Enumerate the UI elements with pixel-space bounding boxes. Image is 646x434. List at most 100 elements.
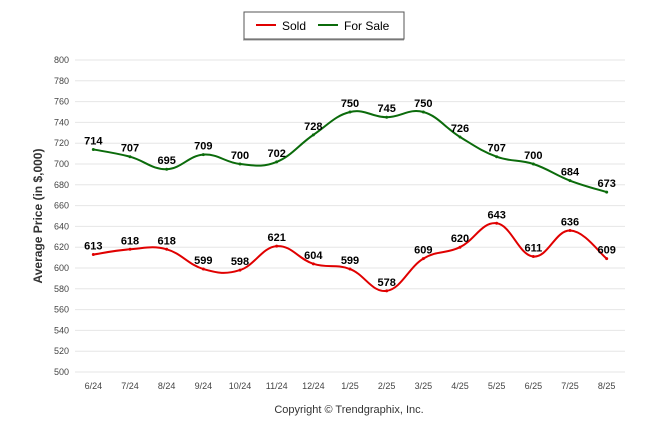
- data-point-sold: [421, 257, 425, 261]
- data-point-sold: [385, 289, 389, 293]
- x-tick-label: 11/24: [266, 381, 288, 391]
- x-tick-label: 7/24: [121, 381, 139, 391]
- data-label-for-sale: 702: [267, 148, 285, 160]
- y-tick-label: 600: [54, 263, 69, 273]
- data-label-sold: 609: [597, 245, 615, 257]
- data-label-sold: 599: [341, 255, 359, 267]
- data-label-sold: 613: [84, 240, 102, 252]
- data-label-for-sale: 707: [121, 143, 139, 155]
- x-tick-label: 9/24: [195, 381, 213, 391]
- data-point-for-sale: [128, 155, 132, 159]
- data-label-for-sale: 750: [414, 98, 432, 110]
- data-label-sold: 599: [194, 255, 212, 267]
- y-tick-label: 760: [54, 97, 69, 107]
- x-tick-label: 8/24: [158, 381, 176, 391]
- data-label-sold: 643: [487, 209, 505, 221]
- data-label-sold: 609: [414, 245, 432, 257]
- legend[interactable]: Sold For Sale: [243, 11, 405, 41]
- x-tick-label: 2/25: [378, 381, 396, 391]
- data-label-sold: 618: [157, 235, 175, 247]
- y-tick-label: 580: [54, 284, 69, 294]
- data-label-sold: 636: [561, 217, 579, 229]
- data-point-for-sale: [238, 162, 242, 166]
- legend-label-for-sale: For Sale: [344, 19, 390, 33]
- data-point-for-sale: [458, 135, 462, 139]
- y-tick-label: 720: [54, 138, 69, 148]
- y-tick-label: 500: [54, 367, 69, 377]
- data-point-for-sale: [495, 155, 499, 159]
- legend-item-sold[interactable]: Sold: [256, 19, 306, 33]
- x-tick-label: 5/25: [488, 381, 506, 391]
- x-tick-label: 4/25: [451, 381, 469, 391]
- data-label-for-sale: 700: [524, 150, 542, 162]
- data-point-for-sale: [275, 160, 279, 164]
- data-point-for-sale: [568, 179, 572, 183]
- x-tick-label: 7/25: [561, 381, 579, 391]
- y-tick-label: 800: [54, 55, 69, 65]
- x-tick-label: 12/24: [302, 381, 325, 391]
- data-label-sold: 611: [524, 243, 542, 255]
- y-tick-label: 540: [54, 325, 69, 335]
- legend-item-for-sale[interactable]: For Sale: [318, 19, 390, 33]
- data-point-sold: [568, 229, 572, 233]
- x-tick-label: 6/24: [85, 381, 103, 391]
- x-axis-ticks: 6/24 7/24 8/24 9/24 10/24 11/24 12/24 1/25 2/25 3…: [85, 381, 616, 391]
- data-point-for-sale: [421, 110, 425, 114]
- y-tick-label: 780: [54, 76, 69, 86]
- data-point-for-sale: [605, 190, 609, 194]
- data-point-sold: [238, 268, 242, 272]
- data-point-sold: [495, 221, 499, 225]
- y-axis-label: Average Price (in $,000): [31, 149, 45, 284]
- y-tick-label: 700: [54, 159, 69, 169]
- data-label-for-sale: 695: [157, 155, 175, 167]
- data-label-for-sale: 673: [597, 178, 615, 190]
- data-point-for-sale: [348, 110, 352, 114]
- y-tick-label: 740: [54, 117, 69, 127]
- y-axis-ticks: 500 520 540 560 580 600 620 640 660 680 700 720 740 7…: [54, 55, 69, 377]
- data-point-sold: [165, 247, 169, 251]
- data-point-sold: [531, 255, 535, 259]
- data-labels: 613 618 618 599 598 621 604 599 578 609 620 643 611 6…: [84, 98, 616, 289]
- data-label-for-sale: 745: [377, 103, 395, 115]
- data-point-sold: [91, 252, 95, 256]
- y-tick-label: 660: [54, 201, 69, 211]
- data-point-sold: [128, 247, 132, 251]
- data-label-sold: 618: [121, 235, 139, 247]
- data-label-for-sale: 750: [341, 98, 359, 110]
- data-label-for-sale: 700: [231, 150, 249, 162]
- data-label-for-sale: 726: [451, 123, 469, 135]
- data-point-for-sale: [385, 115, 389, 119]
- data-point-sold: [605, 257, 609, 261]
- data-point-sold: [201, 267, 205, 271]
- data-label-for-sale: 714: [84, 135, 103, 147]
- data-point-sold: [458, 245, 462, 249]
- data-label-sold: 598: [231, 256, 249, 268]
- data-label-sold: 604: [304, 250, 323, 262]
- y-tick-label: 520: [54, 346, 69, 356]
- data-label-for-sale: 728: [304, 121, 322, 133]
- data-label-sold: 578: [377, 277, 395, 289]
- y-tick-label: 640: [54, 221, 69, 231]
- data-point-for-sale: [201, 153, 205, 157]
- legend-label-sold: Sold: [282, 19, 306, 33]
- data-point-for-sale: [311, 133, 315, 137]
- data-point-for-sale: [531, 162, 535, 166]
- data-point-sold: [311, 262, 315, 266]
- x-tick-label: 3/25: [415, 381, 433, 391]
- copyright-credit: Copyright © Trendgraphix, Inc.: [274, 404, 423, 416]
- y-tick-label: 680: [54, 180, 69, 190]
- data-point-sold: [275, 244, 279, 248]
- data-label-for-sale: 709: [194, 141, 212, 153]
- y-tick-label: 620: [54, 242, 69, 252]
- data-label-sold: 621: [267, 232, 285, 244]
- data-label-sold: 620: [451, 233, 469, 245]
- data-point-for-sale: [91, 147, 95, 151]
- x-tick-label: 1/25: [341, 381, 359, 391]
- data-label-for-sale: 707: [487, 143, 505, 155]
- data-label-for-sale: 684: [561, 167, 580, 179]
- data-point-for-sale: [165, 167, 169, 171]
- x-tick-label: 8/25: [598, 381, 616, 391]
- data-point-sold: [348, 267, 352, 271]
- series: [91, 110, 609, 293]
